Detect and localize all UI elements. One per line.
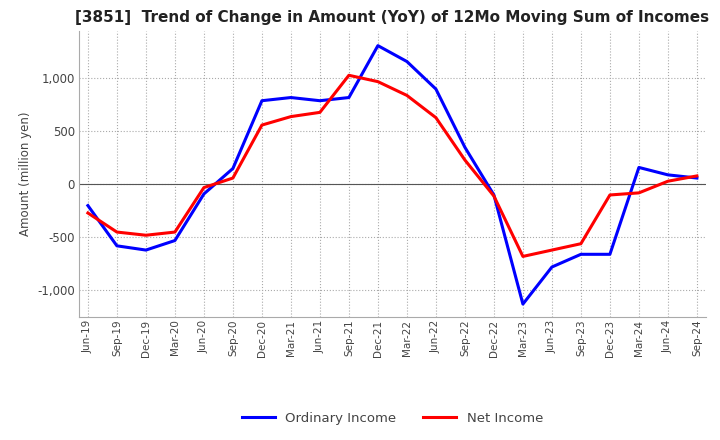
Ordinary Income bbox=[258, 98, 266, 103]
Ordinary Income bbox=[664, 172, 672, 177]
Ordinary Income bbox=[112, 243, 121, 249]
Ordinary Income bbox=[490, 192, 498, 198]
Net Income bbox=[199, 185, 208, 190]
Ordinary Income bbox=[171, 238, 179, 243]
Ordinary Income bbox=[228, 166, 237, 171]
Net Income bbox=[664, 179, 672, 184]
Ordinary Income bbox=[518, 301, 527, 307]
Ordinary Income bbox=[287, 95, 295, 100]
Ordinary Income bbox=[142, 247, 150, 253]
Net Income bbox=[461, 158, 469, 163]
Ordinary Income bbox=[374, 43, 382, 48]
Net Income bbox=[228, 176, 237, 181]
Net Income bbox=[171, 229, 179, 235]
Ordinary Income bbox=[634, 165, 643, 170]
Net Income bbox=[345, 73, 354, 78]
Ordinary Income bbox=[315, 98, 324, 103]
Ordinary Income bbox=[548, 264, 557, 270]
Title: [3851]  Trend of Change in Amount (YoY) of 12Mo Moving Sum of Incomes: [3851] Trend of Change in Amount (YoY) o… bbox=[76, 11, 709, 26]
Y-axis label: Amount (million yen): Amount (million yen) bbox=[19, 112, 32, 236]
Net Income bbox=[606, 192, 614, 198]
Net Income bbox=[374, 79, 382, 84]
Net Income bbox=[112, 229, 121, 235]
Ordinary Income bbox=[199, 191, 208, 197]
Ordinary Income bbox=[577, 252, 585, 257]
Ordinary Income bbox=[84, 203, 92, 208]
Ordinary Income bbox=[606, 252, 614, 257]
Net Income bbox=[693, 173, 701, 179]
Net Income bbox=[84, 210, 92, 216]
Line: Net Income: Net Income bbox=[88, 75, 697, 257]
Ordinary Income bbox=[402, 59, 411, 64]
Net Income bbox=[142, 233, 150, 238]
Legend: Ordinary Income, Net Income: Ordinary Income, Net Income bbox=[237, 407, 548, 430]
Ordinary Income bbox=[693, 176, 701, 181]
Net Income bbox=[431, 115, 440, 120]
Ordinary Income bbox=[461, 145, 469, 150]
Net Income bbox=[548, 247, 557, 253]
Net Income bbox=[490, 194, 498, 199]
Net Income bbox=[518, 254, 527, 259]
Net Income bbox=[402, 93, 411, 98]
Net Income bbox=[315, 110, 324, 115]
Net Income bbox=[258, 122, 266, 128]
Net Income bbox=[577, 241, 585, 246]
Net Income bbox=[287, 114, 295, 119]
Net Income bbox=[634, 190, 643, 195]
Ordinary Income bbox=[431, 86, 440, 92]
Line: Ordinary Income: Ordinary Income bbox=[88, 46, 697, 304]
Ordinary Income bbox=[345, 95, 354, 100]
